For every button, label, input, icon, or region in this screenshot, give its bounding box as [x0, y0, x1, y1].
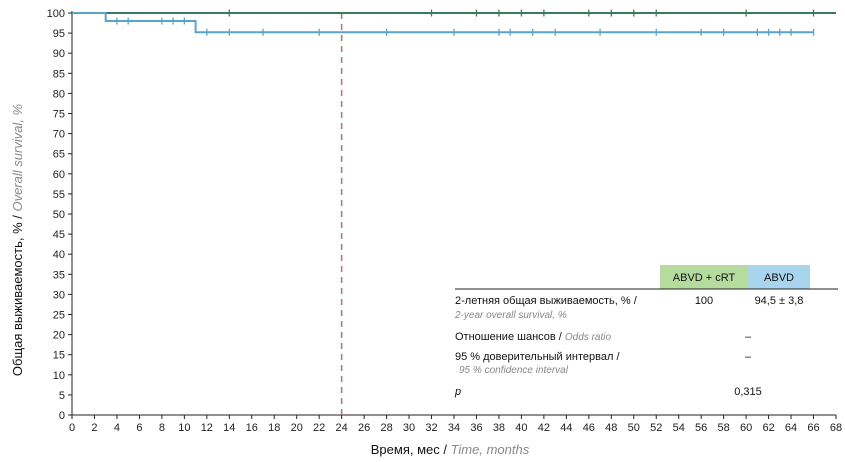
- row-p-value: 0,315: [734, 386, 762, 398]
- x-tick-label: 68: [830, 422, 842, 434]
- header-abvd-crt-bg: [660, 265, 748, 289]
- x-tick-label: 48: [605, 422, 617, 434]
- row-os-sub: 2-year overall survival, %: [454, 310, 567, 321]
- axes-layer: 0510152025303540455055606570758085909510…: [47, 8, 842, 434]
- x-tick-label: 64: [785, 422, 797, 434]
- x-tick-label: 58: [718, 422, 730, 434]
- x-tick-label: 18: [268, 422, 280, 434]
- row-or-label-ru: Отношение шансов /: [455, 331, 563, 343]
- y-tick-label: 90: [53, 48, 65, 60]
- x-tick-label: 8: [159, 422, 165, 434]
- x-axis-label-ru: Время, мес: [371, 442, 440, 457]
- y-tick-label: 15: [53, 350, 65, 362]
- x-tick-label: 20: [291, 422, 303, 434]
- y-tick-label: 95: [53, 28, 65, 40]
- x-tick-label: 24: [336, 422, 348, 434]
- x-tick-label: 52: [650, 422, 662, 434]
- y-tick-label: 50: [53, 209, 65, 221]
- x-tick-label: 54: [673, 422, 685, 434]
- x-tick-label: 12: [201, 422, 213, 434]
- x-tick-label: 16: [246, 422, 258, 434]
- x-tick-label: 10: [178, 422, 190, 434]
- y-tick-label: 45: [53, 229, 65, 241]
- y-tick-label: 85: [53, 68, 65, 80]
- x-tick-label: 0: [69, 422, 75, 434]
- x-tick-label: 4: [114, 422, 120, 434]
- x-tick-label: 66: [807, 422, 819, 434]
- row-os-value-abvd-crt: 100: [695, 295, 713, 307]
- series-layer: [72, 9, 836, 415]
- y-tick-label: 0: [59, 410, 65, 422]
- summary-table: ABVD + cRT ABVD 2-летняя общая выживаемо…: [454, 265, 838, 398]
- y-tick-label: 25: [53, 310, 65, 322]
- x-tick-label: 42: [538, 422, 550, 434]
- x-tick-label: 32: [425, 422, 437, 434]
- x-tick-label: 34: [448, 422, 460, 434]
- header-abvd-bg: [748, 265, 810, 289]
- y-tick-label: 100: [47, 8, 65, 20]
- row-or-value: –: [745, 331, 752, 343]
- x-tick-label: 56: [695, 422, 707, 434]
- y-tick-label: 20: [53, 330, 65, 342]
- row-os-label: 2-летняя общая выживаемость, % /: [455, 295, 638, 307]
- x-tick-label: 50: [628, 422, 640, 434]
- row-or-label: Отношение шансов / Odds ratio: [455, 331, 611, 343]
- x-tick-label: 26: [358, 422, 370, 434]
- row-ci-value: –: [745, 351, 752, 363]
- x-axis-label: Время, мес / Time, months: [371, 442, 530, 457]
- y-tick-label: 80: [53, 88, 65, 100]
- y-tick-label: 30: [53, 289, 65, 301]
- x-tick-label: 40: [515, 422, 527, 434]
- y-axis-label-en: Overall survival, %: [10, 104, 25, 212]
- x-axis-label-en: Time, months: [451, 442, 530, 457]
- header-abvd: ABVD: [764, 272, 794, 284]
- row-or-label-en: Odds ratio: [565, 332, 612, 343]
- y-axis-label-ru: Общая выживаемость, %: [10, 222, 25, 376]
- x-tick-label: 62: [762, 422, 774, 434]
- row-ci-sub: 95 % confidence interval: [459, 365, 569, 376]
- y-tick-label: 60: [53, 169, 65, 181]
- y-tick-label: 35: [53, 269, 65, 281]
- x-tick-label: 30: [403, 422, 415, 434]
- x-tick-label: 6: [136, 422, 142, 434]
- x-tick-label: 22: [313, 422, 325, 434]
- y-tick-label: 70: [53, 129, 65, 141]
- y-tick-label: 65: [53, 149, 65, 161]
- y-tick-label: 40: [53, 249, 65, 261]
- y-tick-label: 10: [53, 370, 65, 382]
- row-ci-label: 95 % доверительный интервал /: [455, 351, 620, 363]
- x-tick-label: 46: [583, 422, 595, 434]
- x-tick-label: 2: [91, 422, 97, 434]
- x-tick-label: 44: [560, 422, 572, 434]
- x-tick-label: 60: [740, 422, 752, 434]
- series-2-line: [72, 12, 814, 34]
- y-tick-label: 5: [59, 390, 65, 402]
- x-tick-label: 36: [470, 422, 482, 434]
- x-tick-label: 38: [493, 422, 505, 434]
- y-tick-label: 55: [53, 189, 65, 201]
- y-tick-label: 75: [53, 109, 65, 121]
- x-tick-label: 14: [223, 422, 235, 434]
- header-abvd-crt: ABVD + cRT: [673, 272, 736, 284]
- row-os-value-abvd: 94,5 ± 3,8: [755, 295, 804, 307]
- row-p-label: p: [454, 386, 461, 398]
- x-tick-label: 28: [380, 422, 392, 434]
- y-axis-label: Общая выживаемость, % / Overall survival…: [10, 104, 25, 376]
